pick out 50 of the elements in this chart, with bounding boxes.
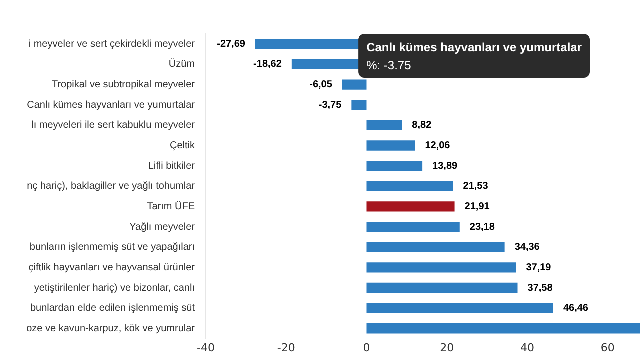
bar	[366, 161, 423, 172]
data-label: -3,75	[318, 100, 342, 111]
bar	[366, 262, 516, 273]
data-label: 8,82	[412, 120, 432, 132]
y-tick-label: Canlı kümes hayvanları ve yumurtalar	[27, 100, 196, 111]
bar	[366, 222, 460, 232]
data-label: 21,53	[463, 181, 489, 192]
y-tick-label: nç hariç), baklagiller ve yağlı tohumlar	[27, 181, 196, 192]
data-label: 12,06	[425, 140, 451, 152]
bar	[342, 80, 367, 90]
bar	[352, 100, 367, 110]
y-tick-label: bunlardan elde edilen işlenmemiş süt	[30, 303, 196, 314]
y-tick-label: Yağlı meyveler	[130, 222, 196, 233]
annotation: Canlı kümes hayvanları ve yumurtalar	[366, 40, 582, 54]
y-tick-label: Çeltik	[170, 140, 196, 152]
y-tick-label: bunların işlenmemiş süt ve yapağıları	[30, 242, 195, 254]
y-tick-label: Tarım ÜFE	[147, 200, 196, 212]
data-label: 13,89	[432, 160, 458, 172]
annotation: %: -3.75	[366, 58, 412, 72]
bar	[366, 181, 454, 192]
data-label: 34,36	[514, 242, 540, 254]
y-tick-label: Üzüm	[168, 58, 195, 70]
data-label: -27,69	[217, 38, 246, 50]
y-tick-label: yetiştirilenler hariç) ve bizonlar, canlı	[34, 282, 195, 294]
data-label: 46,46	[563, 303, 589, 314]
bar	[366, 120, 402, 131]
data-label: -6,05	[310, 80, 333, 91]
y-tick-label: Tropikal ve subtropikal meyveler	[52, 80, 196, 91]
bar	[366, 303, 554, 314]
bar	[366, 202, 455, 212]
x-tick-label: 0	[363, 341, 370, 354]
x-tick-label: 20	[440, 341, 454, 354]
bar	[366, 282, 518, 294]
x-tick-label: 60	[600, 341, 615, 354]
x-tick-label: -40	[197, 341, 215, 354]
data-label: 21,91	[464, 201, 490, 212]
y-tick-label: Lifli bitkiler	[148, 160, 196, 172]
y-tick-label: i meyveler ve sert çekirdekli meyveler	[28, 38, 196, 50]
data-label: 37,19	[526, 262, 552, 274]
x-tick-label: -20	[277, 341, 296, 354]
y-tick-label: çiftlik hayvanları ve hayvansal ürünler	[28, 262, 196, 274]
x-tick-label: 40	[520, 341, 534, 354]
data-label: 23,18	[470, 222, 496, 233]
bar	[366, 324, 640, 334]
data-label: -18,62	[254, 59, 282, 70]
y-tick-label: oze ve kavun-karpuz, kök ve yumrular	[26, 323, 196, 334]
data-label: 37,58	[528, 282, 554, 294]
bar	[366, 140, 416, 151]
bar	[366, 242, 505, 252]
y-tick-label: lı meyveleri ile sert kabuklu meyveler	[32, 120, 196, 132]
